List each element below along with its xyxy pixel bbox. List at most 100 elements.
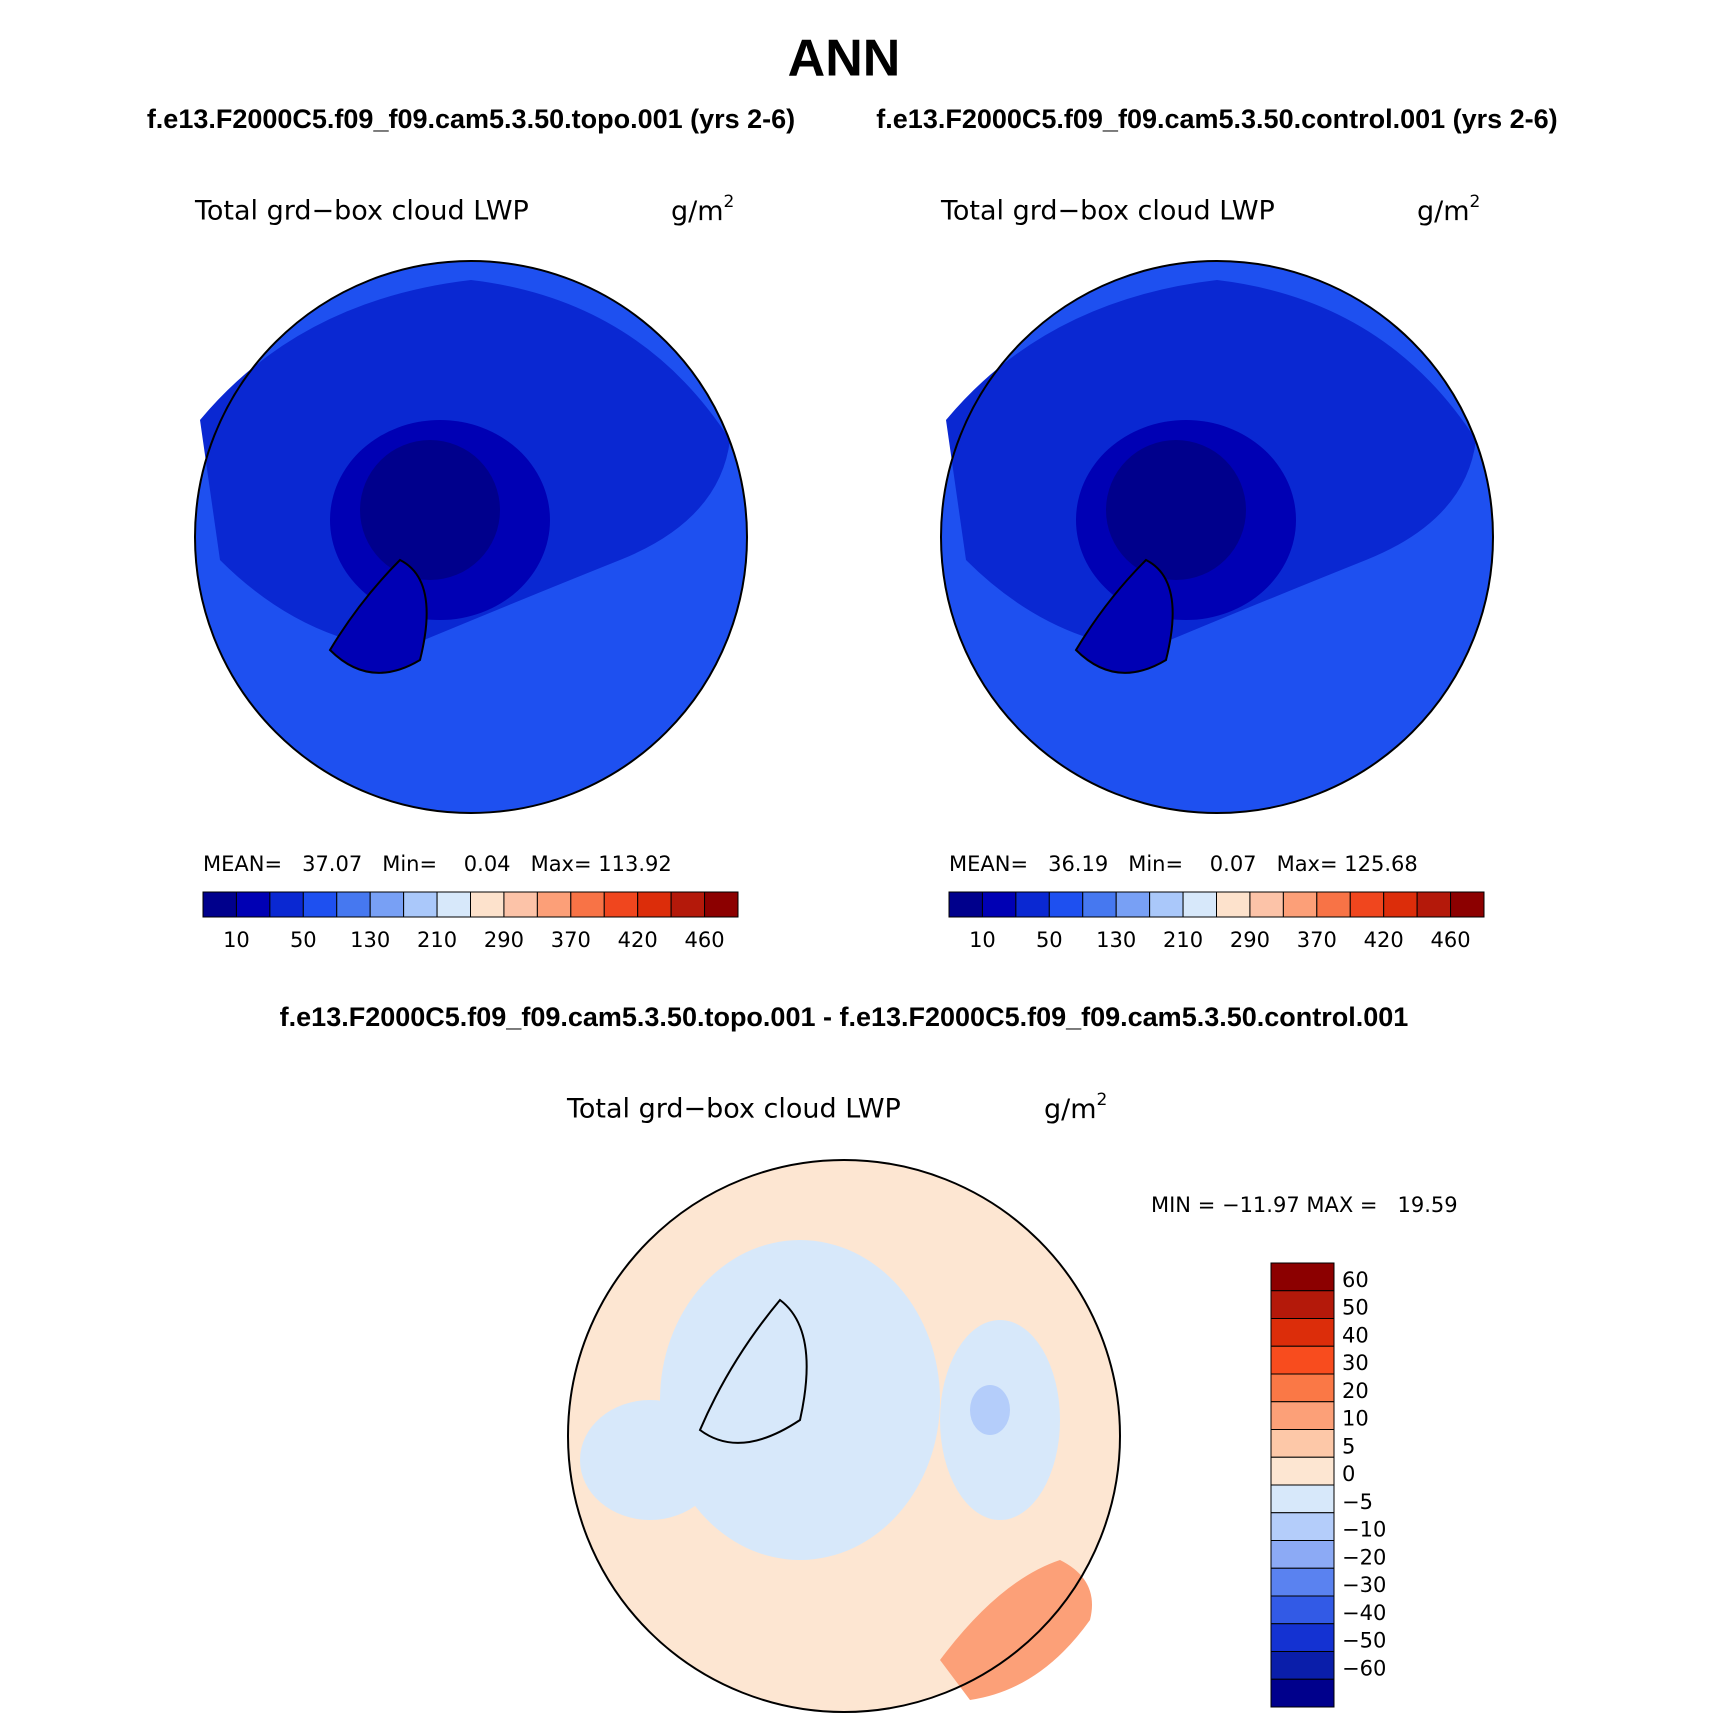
stats: MEAN= 36.19 Min= 0.07 Max= 125.68 xyxy=(949,852,1418,876)
colorbar-box xyxy=(302,891,338,918)
colorbar-box xyxy=(948,891,983,918)
colorbar-label: 460 xyxy=(685,928,725,952)
colorbar-box xyxy=(1270,1623,1335,1652)
colorbar-label: −60 xyxy=(1342,1656,1386,1680)
diff-title: f.e13.F2000C5.f09_f09.cam5.3.50.topo.001… xyxy=(280,1002,1409,1032)
colorbar-box xyxy=(336,891,371,918)
colorbar-label: 420 xyxy=(1364,928,1404,952)
colorbar-label: 50 xyxy=(290,928,317,952)
colorbar-label: 370 xyxy=(1297,928,1337,952)
units-base: g/m xyxy=(1044,1094,1097,1125)
colorbar-box xyxy=(570,891,605,918)
colorbar-label: 130 xyxy=(1096,928,1136,952)
colorbar-box xyxy=(1270,1373,1335,1403)
colorbar-label: −5 xyxy=(1342,1490,1373,1514)
field-label: Total grd−box cloud LWP xyxy=(940,196,1275,227)
colorbar-label: 50 xyxy=(1342,1296,1369,1320)
colorbar-box xyxy=(1270,1318,1335,1347)
colorbar-box xyxy=(1270,1290,1335,1319)
colorbar-label: 0 xyxy=(1342,1462,1355,1486)
subtitle-left: f.e13.F2000C5.f09_f09.cam5.3.50.topo.001… xyxy=(147,104,795,134)
colorbar-box xyxy=(369,891,405,918)
colorbar-label: 210 xyxy=(417,928,457,952)
colorbar-label: 460 xyxy=(1431,928,1471,952)
colorbar-label: −50 xyxy=(1342,1629,1386,1653)
colorbar-label: −20 xyxy=(1342,1545,1386,1569)
colorbar-box xyxy=(1270,1401,1335,1430)
colorbar-box xyxy=(1270,1595,1335,1625)
colorbar-label: 290 xyxy=(1230,928,1270,952)
colorbar-label: 20 xyxy=(1342,1379,1369,1403)
colorbar-box xyxy=(1015,891,1050,918)
colorbar-box xyxy=(1416,891,1452,918)
colorbar-box xyxy=(1383,891,1418,918)
colorbar-box xyxy=(603,891,639,918)
diff-stats: MIN = −11.97 MAX = 19.59 xyxy=(1151,1193,1458,1217)
colorbar-box xyxy=(536,891,572,918)
units-exponent: 2 xyxy=(1097,1090,1108,1110)
colorbar-box xyxy=(1270,1512,1335,1541)
colorbar-label: 5 xyxy=(1342,1434,1355,1458)
colorbar-box xyxy=(981,891,1017,918)
subtitle-right: f.e13.F2000C5.f09_f09.cam5.3.50.control.… xyxy=(876,104,1557,134)
colorbar-label: 370 xyxy=(551,928,591,952)
colorbar-box xyxy=(1182,891,1217,918)
colorbar-label: −10 xyxy=(1342,1518,1386,1542)
colorbar-box xyxy=(403,891,438,918)
stats: MEAN= 37.07 Min= 0.04 Max= 113.92 xyxy=(203,852,672,876)
colorbar-box xyxy=(503,891,538,918)
units-base: g/m xyxy=(1417,196,1470,227)
colorbar-box xyxy=(1270,1540,1335,1569)
units-exponent: 2 xyxy=(1470,192,1481,212)
colorbar-box xyxy=(670,891,706,918)
colorbar-label: −40 xyxy=(1342,1601,1386,1625)
colorbar-box xyxy=(470,891,505,918)
colorbar-box xyxy=(1270,1567,1335,1597)
colorbar-box xyxy=(1048,891,1084,918)
colorbar-box xyxy=(235,891,271,918)
colorbar-box xyxy=(202,891,237,918)
units: g/m2 xyxy=(671,192,734,227)
colorbar-label: 10 xyxy=(1342,1407,1369,1431)
colorbar-label: 420 xyxy=(618,928,658,952)
colorbar-box xyxy=(269,891,304,918)
colorbar-box xyxy=(1216,891,1251,918)
diff-units: g/m2 xyxy=(1044,1090,1107,1125)
colorbar-box xyxy=(1270,1678,1335,1708)
colorbar-label: 40 xyxy=(1342,1323,1369,1347)
colorbar-box xyxy=(1282,891,1318,918)
map-right xyxy=(940,260,1494,814)
colorbar-box xyxy=(1082,891,1117,918)
colorbar-box xyxy=(1450,891,1485,918)
field-label: Total grd−box cloud LWP xyxy=(194,196,529,227)
units-base: g/m xyxy=(671,196,724,227)
colorbar-label: 10 xyxy=(223,928,250,952)
colorbar-box xyxy=(1249,891,1284,918)
title: ANN xyxy=(788,30,901,88)
colorbar-label: 60 xyxy=(1342,1268,1369,1292)
units-exponent: 2 xyxy=(724,192,735,212)
units: g/m2 xyxy=(1417,192,1480,227)
colorbar-label: 50 xyxy=(1036,928,1063,952)
diff-field-label: Total grd−box cloud LWP xyxy=(566,1094,901,1125)
colorbar-box xyxy=(1149,891,1184,918)
colorbar-label: 130 xyxy=(350,928,390,952)
colorbar-label: 10 xyxy=(969,928,996,952)
colorbar-box xyxy=(1270,1651,1335,1680)
colorbar-box xyxy=(1115,891,1151,918)
colorbar-box xyxy=(704,891,739,918)
colorbar-label: 210 xyxy=(1163,928,1203,952)
map-left xyxy=(194,260,748,814)
colorbar-box xyxy=(1270,1262,1335,1292)
colorbar-label: 30 xyxy=(1342,1351,1369,1375)
colorbar-box xyxy=(1270,1456,1335,1486)
colorbar-label: −30 xyxy=(1342,1573,1386,1597)
colorbar-box xyxy=(637,891,672,918)
colorbar-label: 290 xyxy=(484,928,524,952)
colorbar-box xyxy=(1270,1484,1335,1514)
colorbar-box xyxy=(1316,891,1351,918)
colorbar-box xyxy=(436,891,471,918)
colorbar-box xyxy=(1270,1429,1335,1458)
colorbar-box xyxy=(1349,891,1385,918)
